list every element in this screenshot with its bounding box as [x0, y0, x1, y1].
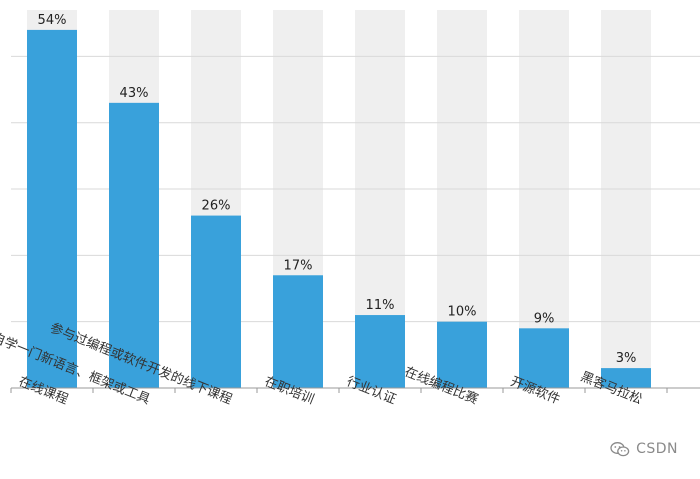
bar-value-label: 26%	[202, 199, 231, 214]
bar-value-label: 10%	[448, 305, 477, 320]
bar	[273, 275, 323, 388]
background-band	[601, 10, 651, 388]
watermark-text: CSDN	[636, 441, 678, 457]
csdn-watermark: CSDN	[610, 441, 678, 457]
bar-value-label: 9%	[534, 311, 555, 326]
bar	[109, 102, 159, 388]
wechat-icon	[610, 442, 630, 457]
bar-value-label: 11%	[366, 298, 395, 313]
bar	[191, 215, 241, 388]
bar	[355, 315, 405, 388]
bar-value-label: 3%	[616, 351, 637, 366]
background-band	[519, 10, 569, 388]
bar	[601, 368, 651, 388]
bar-value-label: 17%	[284, 258, 313, 273]
bar	[519, 328, 569, 388]
bar-value-label: 43%	[120, 86, 149, 101]
bar	[27, 29, 77, 388]
bar	[437, 321, 487, 388]
bar-value-label: 54%	[38, 13, 67, 28]
